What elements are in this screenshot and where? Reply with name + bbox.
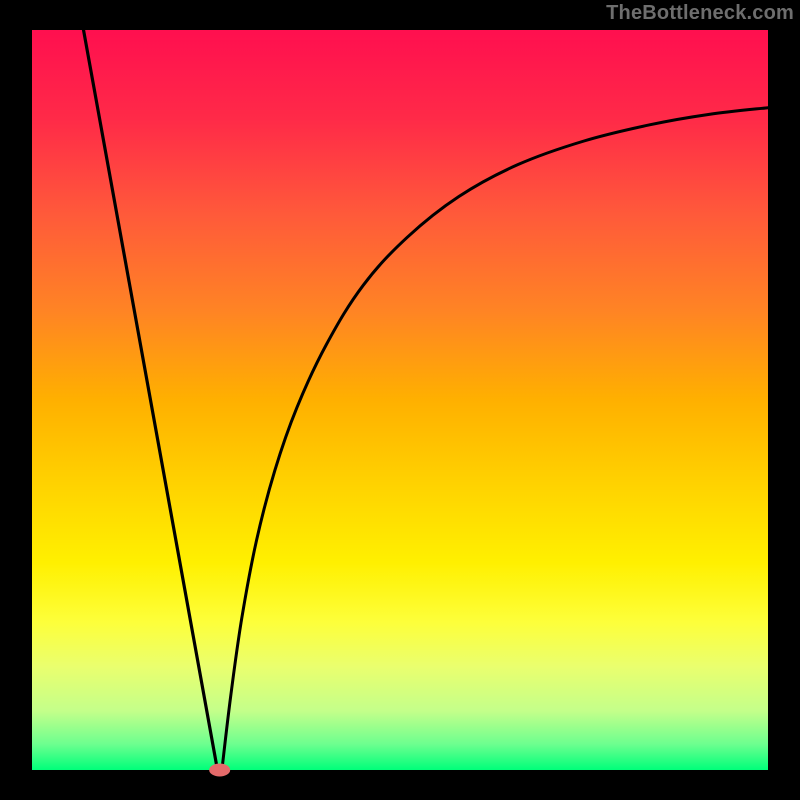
minimum-marker bbox=[210, 764, 230, 776]
bottleneck-chart bbox=[0, 0, 800, 800]
chart-container: TheBottleneck.com bbox=[0, 0, 800, 800]
gradient-background bbox=[32, 30, 768, 770]
watermark-text: TheBottleneck.com bbox=[606, 2, 794, 25]
